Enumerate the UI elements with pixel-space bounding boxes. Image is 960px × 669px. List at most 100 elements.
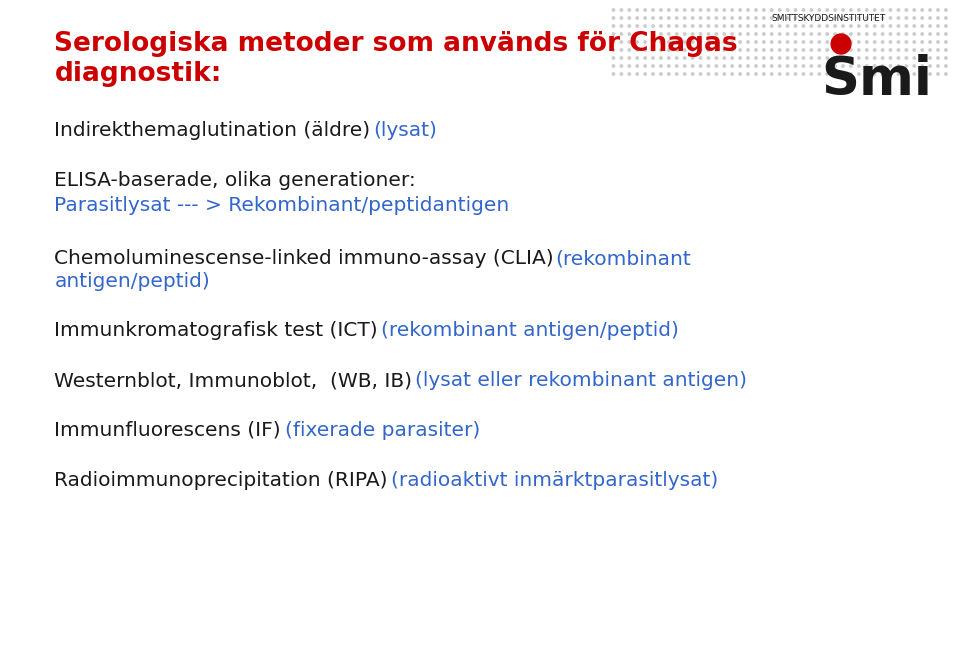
- Circle shape: [921, 49, 924, 52]
- Circle shape: [723, 49, 726, 52]
- Circle shape: [715, 57, 717, 59]
- Circle shape: [636, 25, 638, 27]
- Circle shape: [866, 41, 868, 43]
- Circle shape: [684, 25, 685, 27]
- Circle shape: [945, 73, 948, 75]
- Circle shape: [921, 41, 924, 43]
- Circle shape: [850, 17, 852, 19]
- Circle shape: [739, 25, 741, 27]
- Circle shape: [779, 17, 780, 19]
- Circle shape: [834, 25, 836, 27]
- Circle shape: [684, 65, 685, 67]
- Circle shape: [708, 41, 709, 43]
- Circle shape: [834, 65, 836, 67]
- Circle shape: [771, 49, 773, 52]
- Circle shape: [691, 73, 694, 75]
- Circle shape: [628, 73, 631, 75]
- Circle shape: [929, 9, 931, 11]
- Circle shape: [810, 33, 812, 35]
- Circle shape: [620, 57, 623, 59]
- Circle shape: [794, 65, 797, 67]
- Circle shape: [739, 17, 741, 19]
- Circle shape: [628, 57, 631, 59]
- Circle shape: [905, 65, 907, 67]
- Circle shape: [708, 33, 709, 35]
- Circle shape: [905, 73, 907, 75]
- Circle shape: [762, 73, 765, 75]
- Circle shape: [612, 25, 614, 27]
- Circle shape: [850, 57, 852, 59]
- Circle shape: [699, 9, 702, 11]
- Circle shape: [842, 65, 844, 67]
- Circle shape: [684, 57, 685, 59]
- Circle shape: [668, 41, 670, 43]
- Circle shape: [747, 57, 749, 59]
- Circle shape: [842, 41, 844, 43]
- Circle shape: [723, 17, 726, 19]
- Circle shape: [786, 73, 789, 75]
- Circle shape: [818, 65, 821, 67]
- Circle shape: [937, 41, 939, 43]
- Circle shape: [755, 65, 757, 67]
- Circle shape: [699, 17, 702, 19]
- Circle shape: [652, 33, 654, 35]
- Circle shape: [945, 25, 948, 27]
- Circle shape: [771, 65, 773, 67]
- Circle shape: [762, 17, 765, 19]
- Circle shape: [747, 49, 749, 52]
- Circle shape: [921, 73, 924, 75]
- Circle shape: [620, 9, 623, 11]
- Circle shape: [779, 73, 780, 75]
- Circle shape: [857, 17, 860, 19]
- Circle shape: [794, 73, 797, 75]
- Circle shape: [684, 33, 685, 35]
- Circle shape: [937, 73, 939, 75]
- Circle shape: [810, 65, 812, 67]
- Circle shape: [660, 9, 662, 11]
- Circle shape: [929, 57, 931, 59]
- Circle shape: [803, 41, 804, 43]
- Circle shape: [731, 9, 733, 11]
- Text: ELISA-baserade, olika generationer:: ELISA-baserade, olika generationer:: [55, 171, 417, 190]
- Circle shape: [715, 17, 717, 19]
- Circle shape: [921, 33, 924, 35]
- Circle shape: [636, 9, 638, 11]
- Circle shape: [739, 41, 741, 43]
- Circle shape: [889, 41, 892, 43]
- Circle shape: [723, 65, 726, 67]
- Circle shape: [771, 9, 773, 11]
- Circle shape: [842, 17, 844, 19]
- Circle shape: [826, 65, 828, 67]
- Circle shape: [708, 25, 709, 27]
- Circle shape: [945, 49, 948, 52]
- Circle shape: [818, 17, 821, 19]
- Circle shape: [731, 41, 733, 43]
- Circle shape: [898, 17, 900, 19]
- Circle shape: [803, 49, 804, 52]
- Circle shape: [628, 17, 631, 19]
- Circle shape: [628, 33, 631, 35]
- Circle shape: [881, 9, 884, 11]
- Circle shape: [668, 73, 670, 75]
- Circle shape: [842, 49, 844, 52]
- Circle shape: [636, 33, 638, 35]
- Circle shape: [913, 73, 916, 75]
- Circle shape: [755, 49, 757, 52]
- Circle shape: [676, 9, 678, 11]
- Circle shape: [866, 9, 868, 11]
- Circle shape: [929, 25, 931, 27]
- Circle shape: [794, 41, 797, 43]
- Circle shape: [652, 49, 654, 52]
- Circle shape: [857, 65, 860, 67]
- Circle shape: [652, 9, 654, 11]
- Circle shape: [644, 57, 646, 59]
- Circle shape: [708, 17, 709, 19]
- Text: antigen/peptid): antigen/peptid): [55, 272, 210, 291]
- Circle shape: [660, 33, 662, 35]
- Circle shape: [898, 41, 900, 43]
- Circle shape: [803, 57, 804, 59]
- Text: (rekombinant: (rekombinant: [555, 249, 691, 268]
- Circle shape: [676, 33, 678, 35]
- Circle shape: [644, 41, 646, 43]
- Circle shape: [786, 25, 789, 27]
